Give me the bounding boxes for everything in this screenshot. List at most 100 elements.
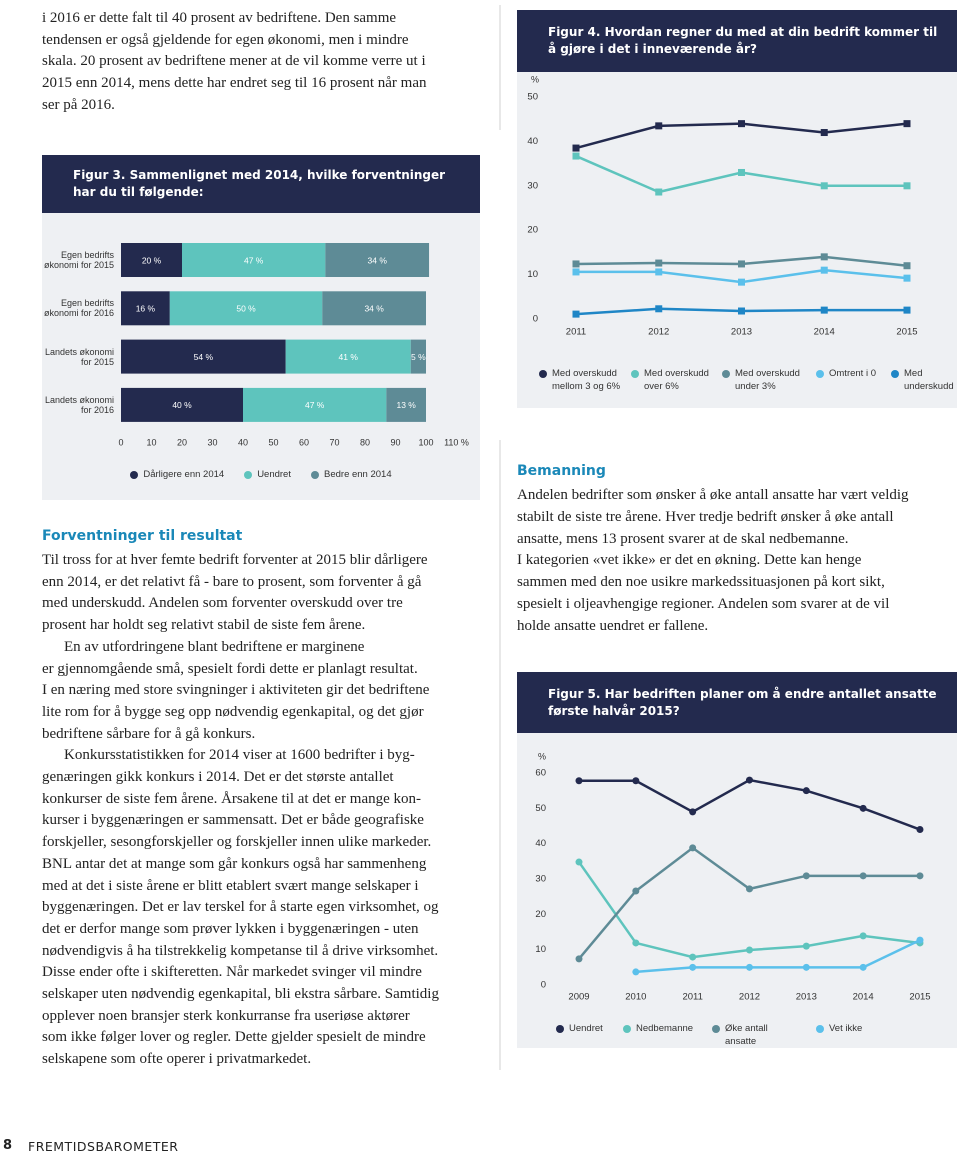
text-line: byggenæringen. Det er lav terskel for å …: [42, 899, 439, 916]
x-tick-label: 2014: [853, 992, 874, 1003]
text-line: Til tross for at hver femte bedrift forv…: [42, 552, 428, 568]
point-marker: [738, 307, 745, 315]
x-tick-label: 2009: [568, 992, 589, 1003]
point-marker: [802, 963, 810, 971]
bar-segment: [386, 387, 426, 422]
y-tick-label: 0: [541, 980, 546, 991]
point-marker: [738, 168, 745, 176]
text-line: Disse ender ofte i skifteretten. Når mar…: [42, 964, 422, 981]
text-line: genæringen gikk konkurs i 2014. Det er d…: [42, 769, 394, 785]
text-line: En av utfordringene blant bedriftene er …: [64, 638, 365, 655]
point-marker: [572, 152, 580, 160]
legend-text: Nedbemanne: [636, 1023, 694, 1034]
category-label: Egen bedrifts økonomi for 2015: [43, 250, 114, 270]
legend-marker: [556, 1025, 564, 1033]
legend-item: Med overskudd mellom 3 og 6%: [539, 368, 621, 393]
text-line: er gjennomgående små, spesielt fordi det…: [42, 660, 418, 677]
x-tick-label: 70: [329, 437, 339, 447]
text-line: I kategorien «vet ikke» er det en økning…: [517, 552, 862, 569]
value-label: 54 %: [194, 352, 214, 362]
text-line: sammen med den noe usikre markedssituasj…: [517, 574, 885, 591]
point-marker: [572, 310, 580, 318]
x-tick-label: 80: [360, 437, 370, 447]
x-tick-label: 2012: [739, 992, 760, 1003]
value-label: 20 %: [142, 255, 162, 265]
legend-text: Dårligere enn 2014: [143, 469, 225, 480]
point-marker: [745, 776, 753, 784]
point-marker: [689, 808, 697, 816]
point-marker: [916, 826, 924, 834]
legend-text: Med overskudd under 3%: [735, 368, 800, 392]
point-marker: [916, 872, 924, 880]
x-tick-label: 10: [146, 437, 156, 447]
point-marker: [903, 120, 911, 128]
y-axis-label: %: [538, 751, 546, 761]
point-marker: [575, 777, 583, 785]
bar-segment: [285, 339, 411, 374]
legend-marker: [623, 1025, 631, 1033]
legend-marker: [891, 370, 899, 378]
value-label: 34 %: [364, 304, 384, 314]
legend-item: Vet ikke: [816, 1023, 898, 1036]
point-marker: [572, 268, 580, 276]
point-marker: [689, 844, 697, 852]
legend-text: Med overskudd mellom 3 og 6%: [552, 368, 621, 392]
legend-marker: [539, 370, 547, 378]
x-tick-label: 2012: [648, 327, 669, 338]
text-line: 2015 enn 2014, mens dette har endret seg…: [42, 75, 427, 92]
point-marker: [689, 953, 697, 961]
figure-header: [517, 10, 957, 72]
legend-item: Med underskudd: [891, 368, 956, 393]
point-marker: [802, 787, 810, 795]
y-tick-label: 20: [527, 225, 538, 236]
point-marker: [859, 932, 867, 940]
bar-segment: [121, 339, 286, 374]
point-marker: [655, 268, 663, 276]
publication-title: FREMTIDSBAROMETER: [28, 1139, 179, 1154]
figure-header: [42, 155, 480, 213]
text-line: selskaper uten nødvendig egenkapital, bl…: [42, 986, 439, 1002]
text-line: konkurser de siste fem årene. Årsakene t…: [42, 790, 422, 807]
text-line: nødvendigvis å ha tilstrekkelig kompetan…: [42, 942, 439, 959]
text-line: med at det i siste årene er blitt etable…: [42, 877, 419, 894]
value-label: 13 %: [396, 400, 416, 410]
text-line: ser på 2016.: [42, 96, 115, 113]
x-tick-label: 60: [299, 437, 309, 447]
point-marker: [655, 188, 663, 196]
y-tick-label: 50: [527, 92, 538, 103]
legend-item: Omtrent i 0: [816, 368, 898, 381]
x-tick-label: 2014: [814, 327, 835, 338]
y-tick-label: 30: [527, 180, 538, 191]
point-marker: [820, 306, 828, 314]
point-marker: [745, 885, 753, 893]
legend-marker: [130, 471, 139, 479]
bar-segment: [121, 291, 170, 326]
text-line: spesielt i oljeavhengige regioner. Andel…: [517, 596, 890, 612]
point-marker: [903, 274, 911, 282]
legend-text: Med underskudd: [904, 368, 954, 392]
legend-item: Uendret: [244, 469, 291, 482]
text-line: enn 2014, er det relativt få - bare to p…: [42, 573, 422, 590]
legend-marker: [722, 370, 730, 378]
figure-background: [517, 733, 957, 1048]
value-label: 47 %: [305, 400, 325, 410]
figure-title: Figur 5. Har bedriften planer om å endre…: [548, 686, 937, 718]
bar-segment: [322, 291, 426, 326]
x-tick-label: 2013: [731, 327, 752, 338]
legend-marker: [631, 370, 639, 378]
point-marker: [802, 942, 810, 950]
text-line: prosent har holdt seg relativt stabil de…: [42, 617, 366, 634]
x-tick-label: 30: [207, 437, 217, 447]
legend-text: Uendret: [569, 1023, 603, 1034]
value-label: 40 %: [172, 400, 192, 410]
legend-text: Omtrent i 0: [829, 368, 876, 379]
x-tick-label: 2013: [796, 992, 817, 1003]
figure-header: [517, 672, 957, 733]
series-line: [635, 938, 921, 974]
legend-text: Uendret: [257, 469, 291, 480]
text-line: BNL antar det at mange som går konkurs o…: [42, 855, 427, 872]
text-line: som ikke følger lover og regler. Dette g…: [42, 1029, 426, 1046]
point-marker: [916, 936, 924, 944]
